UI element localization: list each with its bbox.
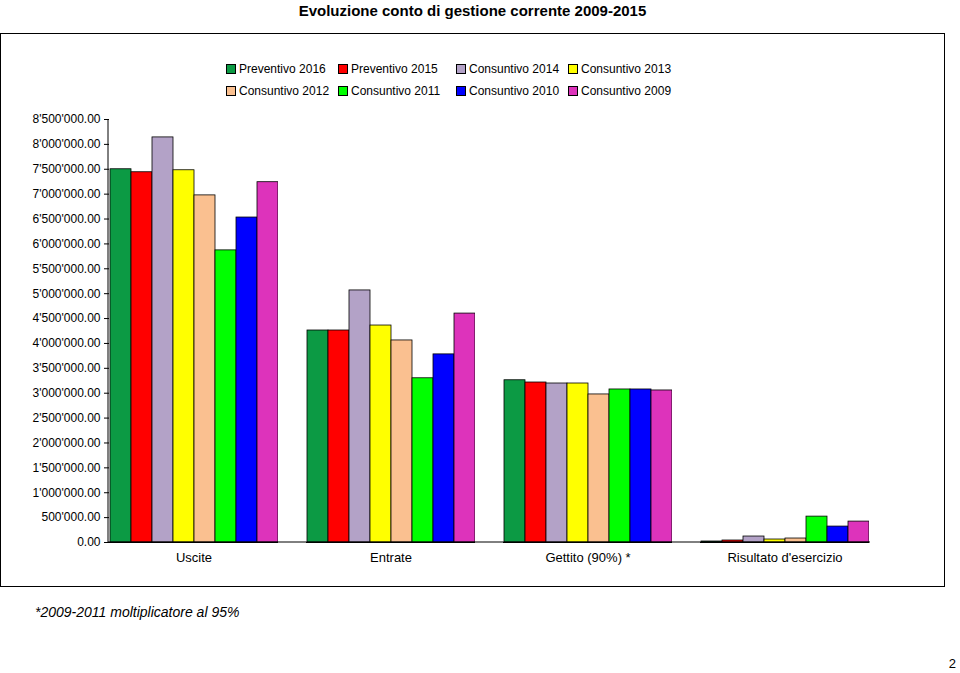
- html-text:Consuntivo 2012: Consuntivo 2012: [239, 84, 330, 98]
- svg-text:2'500'000.00: 2'500'000.00: [33, 411, 101, 425]
- html-text:Consuntivo 2010: Consuntivo 2010: [469, 84, 560, 98]
- svg-text:6'000'000.00: 6'000'000.00: [33, 237, 101, 251]
- svg-text:500'000.00: 500'000.00: [41, 510, 100, 524]
- svg-text:Entrate: Entrate: [370, 550, 412, 565]
- svg-text:Risultato d'esercizio: Risultato d'esercizio: [727, 550, 842, 565]
- svg-text:4'000'000.00: 4'000'000.00: [33, 336, 101, 350]
- html-text:2: 2: [948, 656, 956, 671]
- svg-text:0.00: 0.00: [77, 535, 101, 549]
- svg-text:Gettito (90%) *: Gettito (90%) *: [545, 550, 630, 565]
- html-text:Preventivo 2015: Preventivo 2015: [351, 62, 438, 76]
- svg-text:2'000'000.00: 2'000'000.00: [33, 436, 101, 450]
- html-text:Consuntivo 2014: Consuntivo 2014: [469, 62, 560, 76]
- html-text:Evoluzione conto di gestione c: Evoluzione conto di gestione corrente 20…: [298, 2, 647, 19]
- svg-text:3'000'000.00: 3'000'000.00: [33, 386, 101, 400]
- svg-text:4'500'000.00: 4'500'000.00: [33, 311, 101, 325]
- html-text:Consuntivo 2009: Consuntivo 2009: [581, 84, 672, 98]
- svg-text:8'500'000.00: 8'500'000.00: [33, 112, 101, 126]
- svg-text:7'500'000.00: 7'500'000.00: [33, 162, 101, 176]
- svg-text:8'000'000.00: 8'000'000.00: [33, 137, 101, 151]
- svg-text:Uscite: Uscite: [176, 550, 212, 565]
- html-text:Consuntivo 2013: Consuntivo 2013: [581, 62, 672, 76]
- svg-text:3'500'000.00: 3'500'000.00: [33, 361, 101, 375]
- svg-text:7'000'000.00: 7'000'000.00: [33, 187, 101, 201]
- svg-text:1'500'000.00: 1'500'000.00: [33, 461, 101, 475]
- svg-text:1'000'000.00: 1'000'000.00: [33, 486, 101, 500]
- svg-text:5'000'000.00: 5'000'000.00: [33, 287, 101, 301]
- html-text:*2009-2011 moltiplicatore al 9: *2009-2011 moltiplicatore al 95%: [35, 604, 240, 620]
- html-text:Consuntivo 2011: Consuntivo 2011: [351, 84, 441, 98]
- svg-text:6'500'000.00: 6'500'000.00: [33, 212, 101, 226]
- svg-text:5'500'000.00: 5'500'000.00: [33, 262, 101, 276]
- html-text:Preventivo 2016: Preventivo 2016: [239, 62, 326, 76]
